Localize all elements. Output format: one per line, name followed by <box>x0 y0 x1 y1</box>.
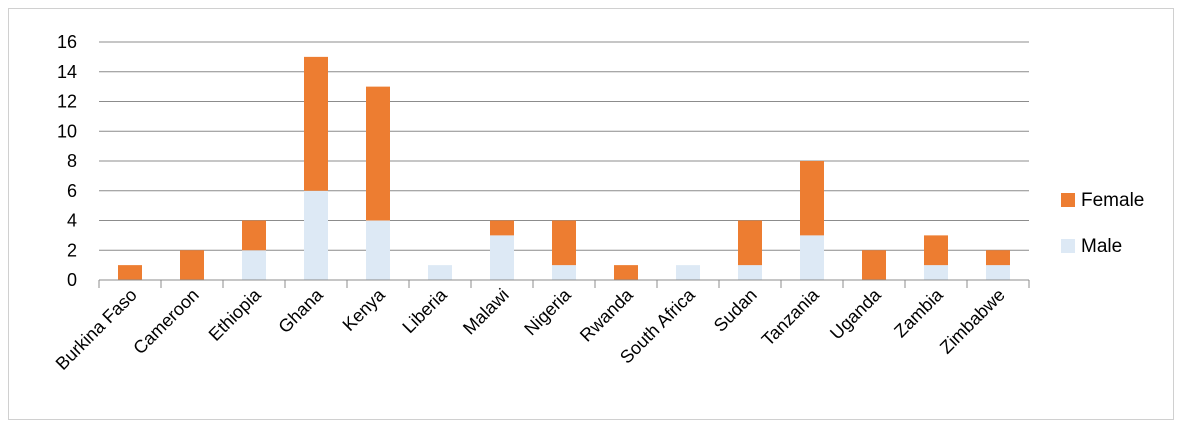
y-tick-label: 0 <box>67 270 77 290</box>
x-category-label: Tanzania <box>758 284 824 350</box>
x-category-label: Zimbabwe <box>936 285 1009 358</box>
x-category-label: Kenya <box>339 284 390 335</box>
bar-female-sudan <box>738 220 762 266</box>
y-tick-label: 14 <box>57 62 77 82</box>
x-category-label: Uganda <box>826 284 885 343</box>
bar-male-sudan <box>738 265 762 280</box>
bar-male-liberia <box>428 265 452 280</box>
bar-male-malawi <box>490 235 514 280</box>
bar-male-ethiopia <box>242 250 266 280</box>
bar-male-nigeria <box>552 265 576 280</box>
y-axis-ticks: 0 2 4 6 8 10 12 14 16 <box>57 32 77 290</box>
bar-female-ghana <box>304 56 328 191</box>
bar-male-ghana <box>304 190 328 280</box>
x-category-label: Nigeria <box>520 284 575 339</box>
x-category-label: Cameroon <box>129 285 203 359</box>
bar-female-ethiopia <box>242 220 266 251</box>
x-category-label: Ghana <box>274 284 327 337</box>
bar-female-tanzania <box>800 161 824 236</box>
chart-frame <box>8 8 1174 420</box>
bar-female-kenya <box>366 86 390 221</box>
bar-female-cameroon <box>180 250 204 280</box>
x-category-label: Liberia <box>398 284 451 337</box>
y-tick-label: 4 <box>67 211 77 231</box>
legend-swatch-male <box>1061 239 1075 253</box>
x-category-label: Malawi <box>459 285 513 339</box>
x-category-label: Burkina Faso <box>52 285 141 374</box>
x-category-label: Rwanda <box>576 284 638 346</box>
bar-female-nigeria <box>552 220 576 266</box>
y-tick-label: 12 <box>57 92 77 112</box>
legend: Female Male <box>1061 190 1144 257</box>
x-category-label: Zambia <box>890 284 947 341</box>
x-axis <box>98 279 1030 288</box>
x-category-label: Sudan <box>710 285 761 336</box>
legend-label-female: Female <box>1081 190 1144 211</box>
x-category-label: Ethiopia <box>205 284 266 345</box>
gridlines <box>99 41 1029 251</box>
bar-male-zambia <box>924 265 948 280</box>
bar-male-kenya <box>366 220 390 280</box>
bar-male-tanzania <box>800 235 824 280</box>
y-tick-label: 16 <box>57 32 77 52</box>
bar-male-south-africa <box>676 265 700 280</box>
y-tick-label: 8 <box>67 151 77 171</box>
legend-label-male: Male <box>1081 236 1122 257</box>
bar-female-rwanda <box>614 265 638 280</box>
legend-swatch-female <box>1061 193 1075 207</box>
bar-female-malawi <box>490 220 514 236</box>
y-tick-label: 2 <box>67 240 77 260</box>
y-tick-label: 10 <box>57 121 77 141</box>
bar-male-zimbabwe <box>986 265 1010 280</box>
bar-female-zambia <box>924 235 948 266</box>
bar-female-uganda <box>862 250 886 280</box>
bar-female-zimbabwe <box>986 250 1010 266</box>
y-tick-label: 6 <box>67 181 77 201</box>
bars <box>118 56 1010 280</box>
bar-female-burkina-faso <box>118 265 142 280</box>
